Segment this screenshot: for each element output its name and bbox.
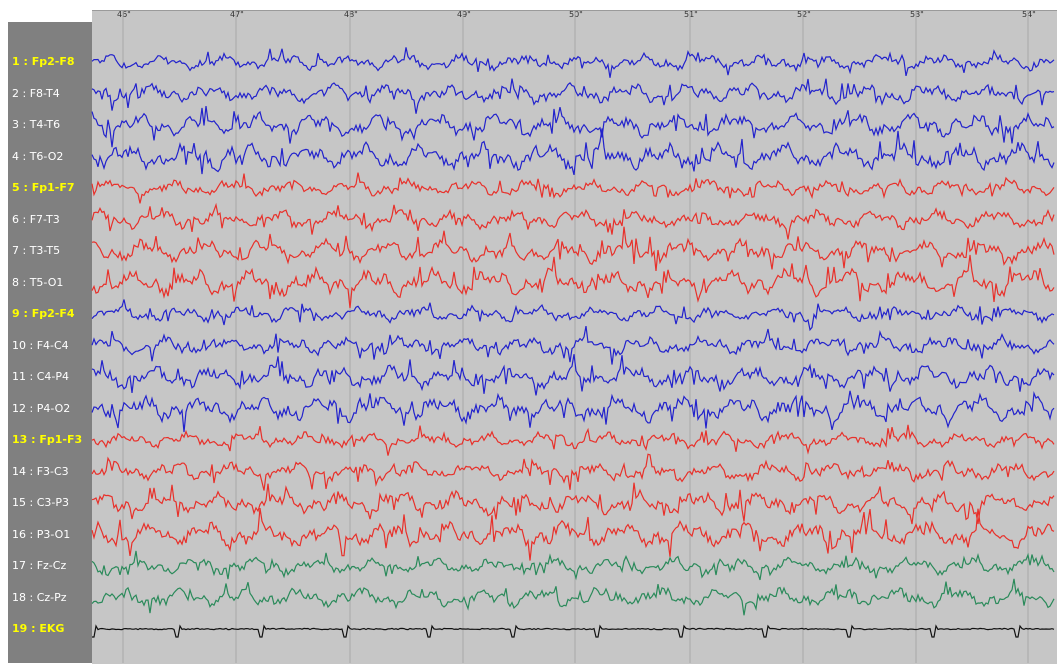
channel-label[interactable]: 1 : Fp2-F8 bbox=[12, 55, 75, 68]
eeg-channel-trace bbox=[91, 254, 1055, 309]
eeg-channel-trace bbox=[91, 578, 1055, 616]
channel-label[interactable]: 14 : F3-C3 bbox=[12, 464, 69, 478]
channel-label[interactable]: 17 : Fz-Cz bbox=[12, 559, 67, 572]
channel-label[interactable]: 11 : C4-P4 bbox=[12, 370, 69, 383]
eeg-channel-trace bbox=[91, 424, 1055, 456]
channel-label[interactable]: 18 : Cz-Pz bbox=[12, 590, 67, 604]
eeg-channel-trace bbox=[91, 172, 1055, 204]
eeg-channel-trace bbox=[91, 202, 1055, 240]
time-tick-label: 51" bbox=[684, 10, 698, 19]
time-tick-label: 52" bbox=[797, 10, 811, 19]
time-tick-label: 50" bbox=[569, 10, 583, 19]
time-tick-label: 47" bbox=[230, 10, 244, 19]
channel-label[interactable]: 6 : F7-T3 bbox=[12, 212, 60, 226]
channel-label[interactable]: 2 : F8-T4 bbox=[12, 86, 60, 100]
channel-label[interactable]: 3 : T4-T6 bbox=[12, 118, 61, 131]
channel-label[interactable]: 9 : Fp2-F4 bbox=[12, 307, 75, 320]
eeg-channel-trace bbox=[91, 482, 1055, 525]
eeg-channel-trace bbox=[91, 128, 1055, 176]
channel-label[interactable]: 13 : Fp1-F3 bbox=[12, 433, 83, 446]
eeg-channel-trace bbox=[91, 390, 1055, 433]
channel-label[interactable]: 7 : T3-T5 bbox=[12, 244, 61, 257]
channel-label[interactable]: 10 : F4-C4 bbox=[12, 338, 69, 352]
channel-label-panel bbox=[8, 22, 92, 663]
eeg-channel-trace bbox=[91, 325, 1055, 365]
eeg-channel-trace bbox=[91, 226, 1055, 271]
eeg-channel-trace bbox=[91, 47, 1055, 78]
channel-label[interactable]: 16 : P3-O1 bbox=[12, 527, 71, 541]
channel-label[interactable]: 15 : C3-P3 bbox=[12, 496, 69, 509]
channel-label[interactable]: 12 : P4-O2 bbox=[12, 401, 71, 415]
eeg-channel-trace bbox=[91, 106, 1055, 148]
eeg-channel-trace bbox=[92, 624, 1055, 638]
eeg-channel-trace bbox=[91, 453, 1055, 491]
time-tick-label: 48" bbox=[344, 10, 358, 19]
time-tick-label: 53" bbox=[910, 10, 924, 19]
channel-label[interactable]: 19 : EKG bbox=[12, 622, 65, 635]
eeg-channel-trace bbox=[91, 508, 1055, 561]
eeg-channel-trace bbox=[91, 299, 1055, 332]
time-tick-label: 49" bbox=[457, 10, 471, 19]
channel-label[interactable]: 4 : T6-O2 bbox=[12, 149, 64, 163]
channel-label[interactable]: 8 : T5-O1 bbox=[12, 275, 64, 289]
time-tick-label: 46" bbox=[117, 10, 131, 19]
time-tick-label: 54" bbox=[1022, 10, 1036, 19]
eeg-channel-trace bbox=[91, 354, 1055, 396]
channel-label[interactable]: 5 : Fp1-F7 bbox=[12, 181, 75, 194]
eeg-channel-trace bbox=[91, 550, 1055, 581]
eeg-channel-trace bbox=[91, 78, 1055, 114]
